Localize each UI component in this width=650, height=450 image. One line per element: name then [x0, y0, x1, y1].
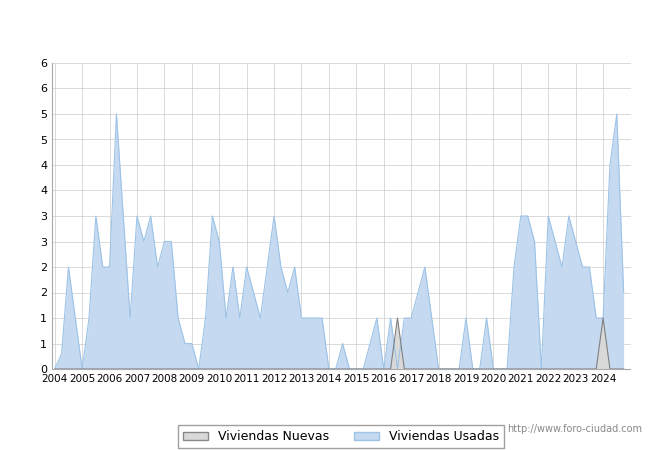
Text: http://www.foro-ciudad.com: http://www.foro-ciudad.com: [507, 424, 642, 434]
Text: Deza - Evolucion del Nº de Transacciones Inmobiliarias: Deza - Evolucion del Nº de Transacciones…: [91, 19, 559, 35]
Legend: Viviendas Nuevas, Viviendas Usadas: Viviendas Nuevas, Viviendas Usadas: [178, 425, 504, 449]
